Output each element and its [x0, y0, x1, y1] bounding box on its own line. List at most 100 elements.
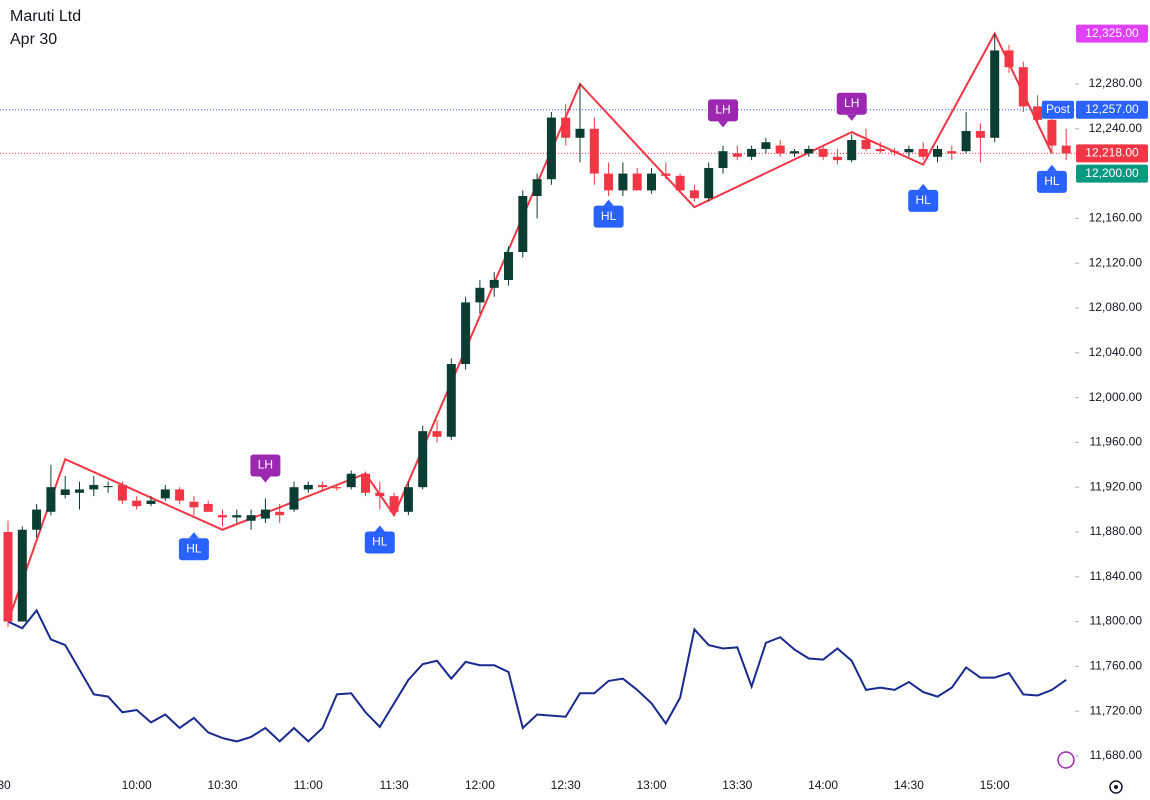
pivot-marker-label: LH	[844, 96, 859, 110]
y-tick-label: 11,800.00	[1090, 614, 1143, 628]
candle-body	[32, 509, 42, 530]
price-label-box	[1076, 100, 1148, 119]
pivot-marker: HL	[364, 525, 395, 554]
x-tick-label: 13:00	[636, 778, 666, 792]
candle-body	[389, 496, 399, 512]
candle-body	[961, 131, 971, 152]
candle-body	[689, 190, 699, 199]
x-tick-label: 11:00	[294, 778, 323, 792]
candle-body	[732, 153, 742, 157]
x-tick-label: 11:30	[380, 778, 409, 792]
pivot-marker-box	[708, 99, 738, 122]
candle-body	[947, 151, 957, 154]
pivot-marker-label: HL	[1044, 174, 1060, 188]
pivot-marker-box	[1036, 170, 1067, 193]
candle-body	[232, 515, 242, 518]
pivot-marker-pointer	[918, 183, 929, 190]
pivot-marker-box	[908, 189, 939, 212]
candle-body	[561, 117, 571, 138]
candle-body	[475, 287, 485, 303]
x-tick-label: 13:30	[722, 778, 752, 792]
candle-body	[103, 486, 113, 488]
candle-body	[661, 173, 671, 176]
candle-body	[446, 363, 456, 437]
candle-body	[790, 151, 799, 154]
candle-body	[875, 148, 885, 152]
candle-body	[117, 484, 127, 501]
y-tick-label: 12,240.00	[1089, 121, 1143, 135]
pivot-marker: LH	[708, 99, 738, 128]
candle-body	[160, 489, 170, 499]
candle-body	[175, 489, 185, 501]
pivot-marker: HL	[178, 532, 209, 561]
candle-body	[847, 139, 857, 161]
x-tick-label: 14:00	[808, 778, 838, 792]
candle-body	[189, 501, 199, 508]
price-label: 12,325.00	[1085, 26, 1139, 40]
pivot-marker-box	[593, 205, 624, 228]
pivot-marker-box	[178, 538, 209, 561]
candle-body	[60, 489, 70, 496]
candle-body	[890, 151, 900, 153]
candle-body	[804, 148, 814, 154]
chart-subtitle: Apr 30	[10, 31, 57, 48]
price-tag: Post	[1046, 102, 1071, 116]
y-tick-label: 11,680.00	[1090, 748, 1143, 762]
candle-body	[289, 487, 299, 510]
candle-body	[303, 484, 313, 490]
pivot-marker-box	[364, 531, 395, 554]
x-tick-label: 10:00	[122, 778, 152, 792]
y-tick-label: 11,960.00	[1090, 435, 1143, 449]
candle-body	[132, 500, 142, 507]
candle-body	[761, 142, 771, 149]
candle-body	[346, 473, 356, 488]
price-label-box	[1076, 144, 1148, 163]
candle-body	[647, 173, 656, 191]
pivot-marker-box	[836, 92, 867, 115]
candle-body	[518, 195, 528, 252]
y-tick-label: 11,720.00	[1090, 703, 1143, 717]
y-tick-label: 11,840.00	[1090, 569, 1143, 583]
pivot-marker-pointer	[188, 532, 199, 539]
candle-body	[203, 503, 213, 512]
price-label-box	[1076, 164, 1148, 183]
candle-body	[89, 484, 99, 490]
pivot-marker: LH	[250, 454, 281, 483]
candle-body	[832, 156, 842, 161]
alert-icon[interactable]	[1057, 751, 1075, 769]
pivot-marker-pointer	[374, 525, 385, 532]
candle-body	[990, 50, 1000, 138]
settings-icon[interactable]	[1109, 780, 1123, 794]
alert-icon-ring	[1057, 751, 1075, 769]
x-tick-label: 14:30	[894, 778, 924, 792]
candle-body	[632, 173, 642, 191]
y-tick-label: 12,080.00	[1089, 300, 1143, 314]
candle-body	[589, 128, 599, 174]
x-tick-label: 12:30	[551, 778, 581, 792]
candle-body	[432, 431, 442, 437]
candle-body	[17, 529, 27, 622]
y-tick-label: 12,280.00	[1089, 76, 1143, 90]
candle-body	[246, 515, 256, 521]
candle-body	[718, 151, 728, 168]
pivot-marker: HL	[593, 199, 624, 228]
price-tag-box	[1042, 100, 1074, 119]
pivot-marker-label: HL	[372, 535, 388, 549]
pivot-marker-pointer	[846, 114, 857, 121]
candle-body	[861, 139, 871, 149]
x-tick-label: 12:00	[465, 778, 495, 792]
candle-body	[332, 487, 342, 489]
candle-body	[375, 492, 385, 497]
candle-body	[1004, 50, 1014, 68]
candle-body	[3, 531, 13, 622]
candle-body	[575, 128, 585, 138]
chart-title: Maruti Ltd	[10, 8, 81, 25]
pivot-marker-pointer	[718, 121, 728, 128]
pivot-marker-label: LH	[258, 458, 273, 472]
candle-body	[46, 487, 56, 512]
indicator-line	[7, 608, 1067, 743]
candle-body	[461, 302, 471, 364]
pivot-marker-label: HL	[916, 193, 932, 207]
candle-body	[904, 148, 914, 153]
